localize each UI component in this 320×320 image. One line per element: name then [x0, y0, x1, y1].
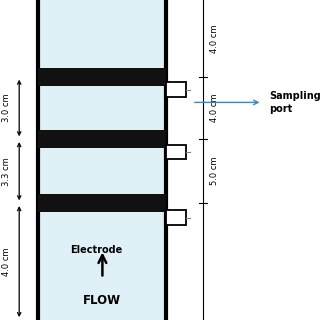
Bar — [166, 82, 186, 97]
Text: Sampling
port: Sampling port — [269, 91, 320, 114]
Bar — [38, 0, 166, 320]
Bar — [38, 131, 166, 148]
Bar — [166, 211, 186, 225]
Text: 3.0 cm: 3.0 cm — [2, 94, 11, 122]
Text: FLOW: FLOW — [83, 294, 122, 307]
Bar — [166, 145, 186, 159]
Text: 5.0 cm: 5.0 cm — [210, 157, 219, 186]
Text: 4.0 cm: 4.0 cm — [2, 247, 11, 276]
Text: 4.0 cm: 4.0 cm — [210, 24, 219, 53]
Bar — [38, 68, 166, 85]
Text: 3.3 cm: 3.3 cm — [2, 157, 11, 186]
Text: 4.0 cm: 4.0 cm — [210, 94, 219, 122]
Text: Electrode: Electrode — [70, 244, 122, 255]
Bar — [38, 194, 166, 212]
